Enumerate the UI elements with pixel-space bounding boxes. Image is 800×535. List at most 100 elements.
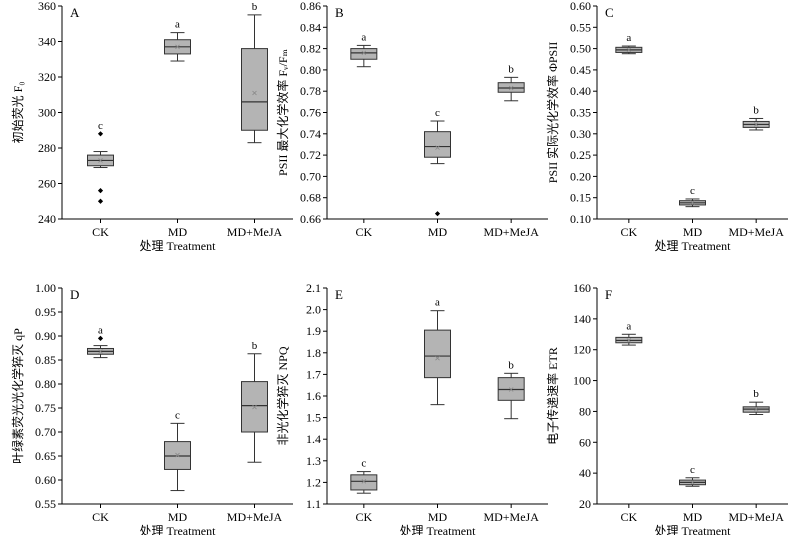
y-tick-label: 1.00 <box>35 281 56 295</box>
iqr-box <box>424 131 451 158</box>
mean-marker <box>175 452 180 458</box>
y-tick-label: 100 <box>573 374 591 388</box>
panel-c: 0.10 0.15 0.20 0.25 0.30 0.35 0.40 0.45 0.50 0.55… <box>545 0 788 253</box>
mean-marker <box>252 404 257 410</box>
outlier-point <box>97 335 104 341</box>
significance-letter: a <box>435 297 440 309</box>
box-md-meja: b <box>742 388 770 416</box>
x-tick-label: CK <box>92 225 109 239</box>
box-ck: c <box>350 458 378 494</box>
box-md-meja: b <box>241 1 268 144</box>
panel-letter: B <box>335 5 344 20</box>
y-axis-label: 叶绿素荧光光化学猝灭 qP <box>10 328 25 464</box>
y-tick-label: 0.80 <box>35 377 56 391</box>
y-axis-label: 非光化学猝灭 NPQ <box>275 346 290 445</box>
panel-a: 240 260 280 300 320 340 360 CK MD MD+MeJA 处理 Treat… <box>11 0 293 253</box>
significance-letter: a <box>626 320 631 332</box>
x-tick-label: MD+MeJA <box>483 225 539 239</box>
panel-letter: A <box>70 5 80 20</box>
significance-letter: b <box>252 340 258 352</box>
x-tick-label: MD+MeJA <box>728 225 784 239</box>
y-tick-label: 0.65 <box>35 449 56 463</box>
mean-marker <box>508 387 514 392</box>
x-tick-label: MD+MeJA <box>483 510 539 524</box>
y-tick-label: 0.75 <box>35 401 56 415</box>
mean-marker <box>98 158 103 163</box>
y-tick-label: 0.76 <box>300 106 321 120</box>
y-tick-label: 1.8 <box>306 346 321 360</box>
y-tick-label: 0.60 <box>35 473 56 487</box>
y-tick-label: 0.95 <box>35 305 56 319</box>
significance-letter: c <box>98 120 103 132</box>
box-md: a <box>424 297 451 406</box>
y-tick-label: 40 <box>579 466 591 480</box>
x-tick-label: MD <box>683 510 703 524</box>
y-axis-label: 电子传递速率 ETR <box>545 347 560 445</box>
x-tick-label: MD <box>683 225 703 239</box>
y-tick-label: 160 <box>573 281 591 295</box>
y-tick-label: 1.3 <box>306 454 321 468</box>
y-tick-label: 0.72 <box>300 148 321 162</box>
mean-marker <box>626 47 632 53</box>
x-axis-label: 处理 Treatment <box>655 524 732 535</box>
y-tick-label: 0.68 <box>300 191 321 205</box>
x-axis-label: 处理 Treatment <box>655 239 732 253</box>
mean-marker <box>435 355 440 361</box>
y-tick-label: 1.4 <box>306 432 321 446</box>
y-tick-label: 0.55 <box>570 20 591 34</box>
mean-marker <box>753 406 759 412</box>
y-tick-label: 0.25 <box>570 148 591 162</box>
panel-letter: E <box>335 287 343 302</box>
x-axis-label: 处理 Treatment <box>140 524 217 535</box>
x-tick-label: MD+MeJA <box>227 225 283 239</box>
box-md: c <box>679 464 706 487</box>
y-axis-label: 初始荧光 F₀ <box>11 82 25 144</box>
iqr-box <box>424 329 451 379</box>
y-axis-label: PSII 实际光化学效率 ΦPSII <box>545 42 560 183</box>
panel-letter: D <box>70 287 79 302</box>
significance-letter: b <box>753 104 759 116</box>
outlier-point <box>97 131 104 137</box>
y-tick-label: 260 <box>38 177 56 191</box>
significance-letter: c <box>361 458 366 470</box>
panel-b: 0.66 0.68 0.70 0.72 0.74 0.76 0.78 0.80 0.82 0.84… <box>275 0 548 239</box>
mean-marker <box>508 85 514 91</box>
mean-marker <box>435 145 440 150</box>
y-tick-label: 1.5 <box>306 411 321 425</box>
mean-marker <box>361 479 367 484</box>
significance-letter: c <box>175 409 180 421</box>
y-tick-label: 300 <box>38 106 56 120</box>
mean-marker <box>98 349 103 354</box>
outlier-point <box>434 211 441 217</box>
y-tick-label: 1.7 <box>306 367 321 381</box>
box-md-meja: b <box>241 340 268 463</box>
box-ck: c <box>87 120 114 204</box>
y-tick-label: 0.10 <box>570 212 591 226</box>
y-tick-label: 1.6 <box>306 389 321 403</box>
mean-marker <box>361 50 367 56</box>
significance-letter: b <box>753 388 759 400</box>
x-tick-label: MD <box>168 510 188 524</box>
y-tick-label: 0.84 <box>300 20 321 34</box>
y-tick-label: 0.74 <box>300 127 321 141</box>
y-tick-label: 0.80 <box>300 63 321 77</box>
y-tick-label: 0.45 <box>570 63 591 77</box>
significance-letter: a <box>98 324 103 336</box>
outlier-point <box>97 188 104 194</box>
significance-letter: a <box>175 19 180 31</box>
significance-letter: b <box>252 1 258 13</box>
significance-letter: c <box>435 107 440 119</box>
y-tick-label: 0.78 <box>300 84 321 98</box>
y-axis-label: PSII 最大化学效率 Fᵥ/Fₘ <box>275 49 290 176</box>
y-tick-label: 320 <box>38 70 56 84</box>
significance-letter: b <box>508 63 514 75</box>
y-tick-label: 0.70 <box>300 169 321 183</box>
box-ck: a <box>87 324 114 359</box>
y-tick-label: 2.0 <box>306 303 321 317</box>
mean-marker <box>626 338 632 343</box>
y-tick-label: 0.30 <box>570 127 591 141</box>
x-tick-label: CK <box>92 510 109 524</box>
y-tick-label: 0.55 <box>35 497 56 511</box>
panel-letter: F <box>605 287 612 302</box>
